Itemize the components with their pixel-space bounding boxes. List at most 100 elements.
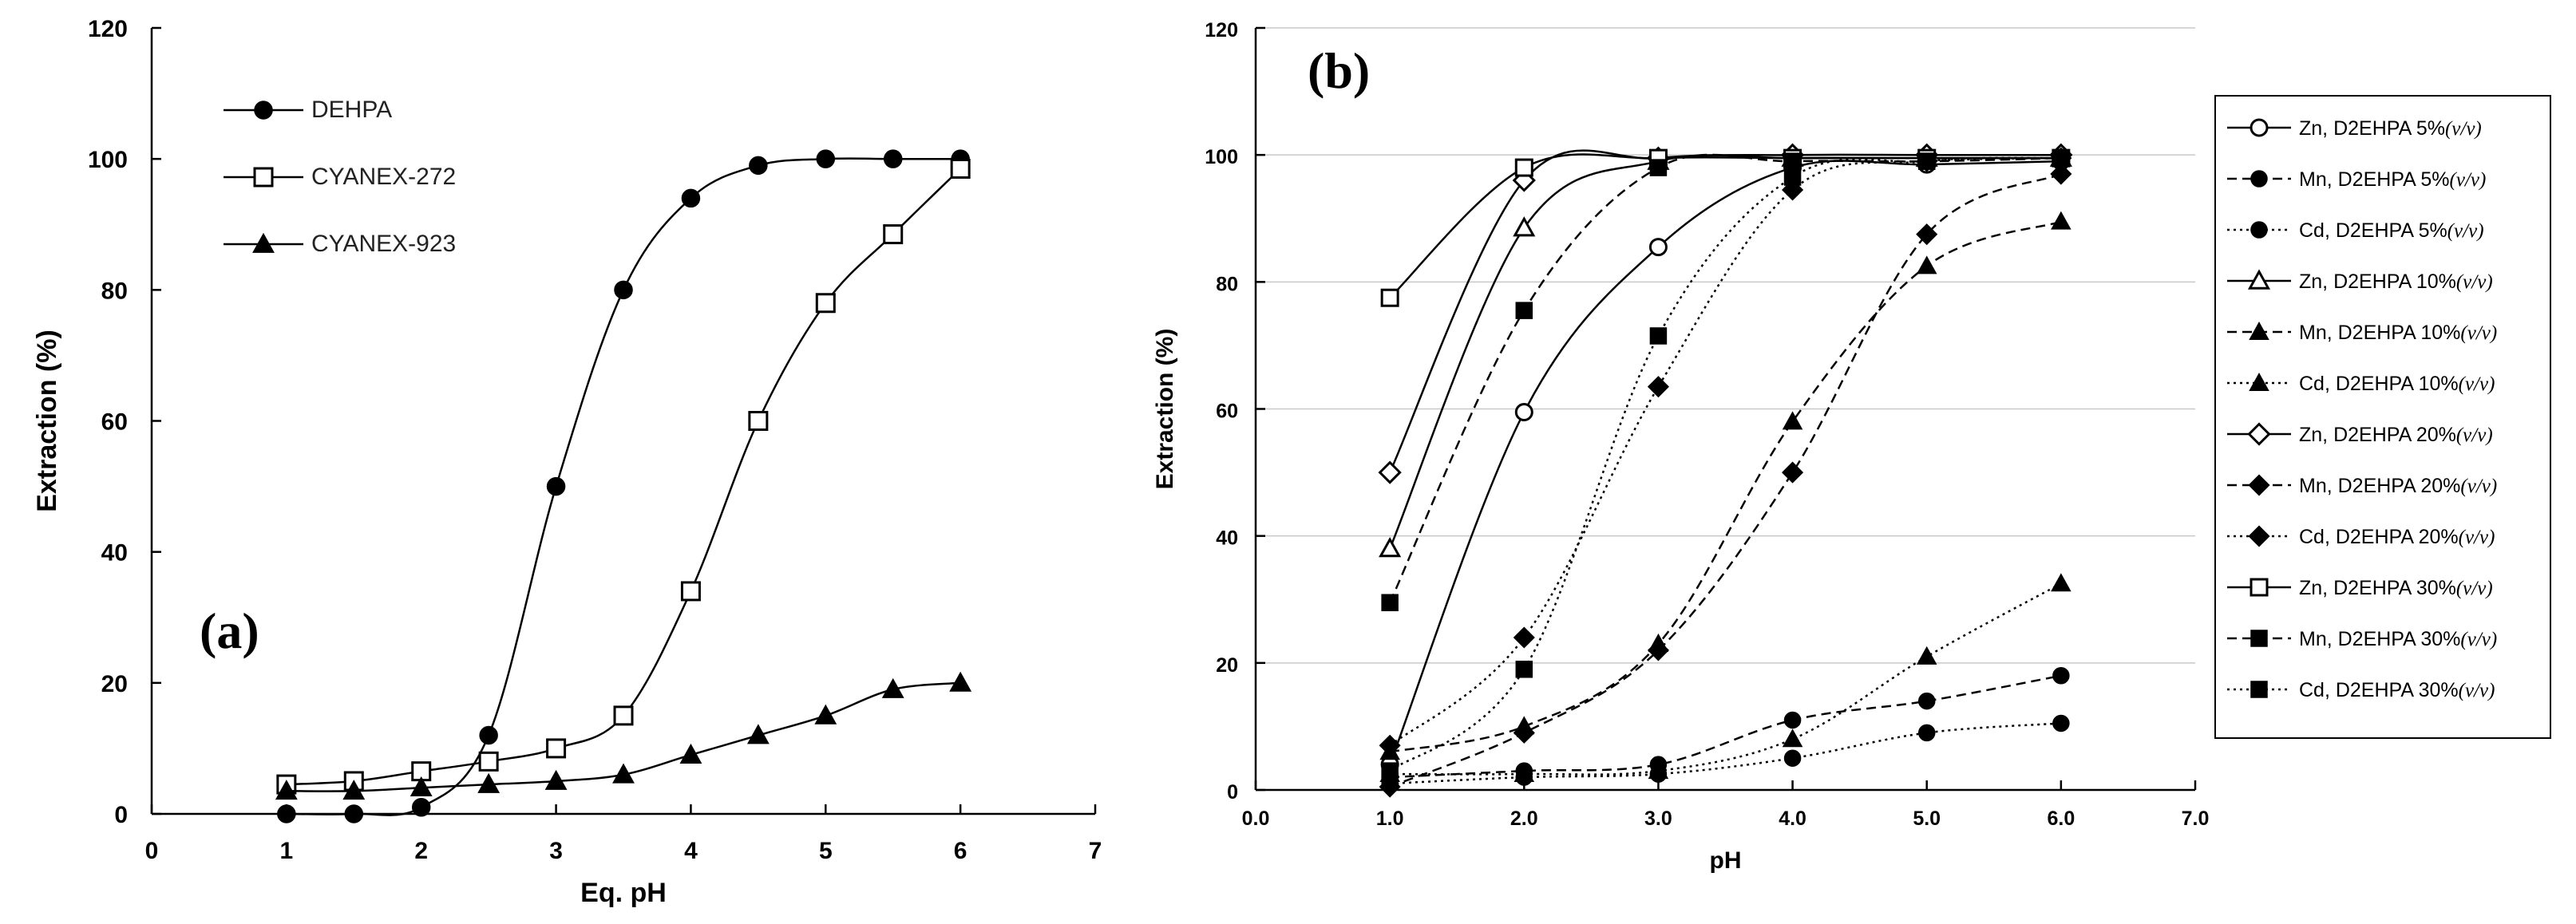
data-point xyxy=(1649,159,1668,176)
data-point xyxy=(883,149,903,168)
legend-item-cyanex-272: CYANEX-272 xyxy=(224,164,456,190)
legend-marker xyxy=(2250,578,2269,597)
data-point xyxy=(614,280,633,300)
series-line xyxy=(1389,153,2061,299)
y-tick-label: 20 xyxy=(1216,654,1238,677)
legend-label: Mn, D2EHPA 10%(v/v) xyxy=(2299,322,2497,344)
legend-item-cd-d2ehpa-10: Cd, D2EHPA 10%(v/v) xyxy=(2227,372,2495,395)
data-point xyxy=(1647,639,1669,661)
legend-marker xyxy=(2250,221,2268,239)
legend-marker xyxy=(2250,630,2268,647)
series-mn-d2ehpa-5 xyxy=(1381,667,2070,786)
data-point xyxy=(546,738,567,759)
y-tick-label: 40 xyxy=(101,540,128,567)
legend-label: Zn, D2EHPA 20%(v/v) xyxy=(2299,424,2493,446)
legend-label: CYANEX-272 xyxy=(311,164,456,190)
data-point xyxy=(2051,211,2071,230)
series-mn-d2ehpa-20 xyxy=(1379,163,2072,798)
data-point xyxy=(1916,255,1937,274)
legend-label: Mn, D2EHPA 20%(v/v) xyxy=(2299,475,2497,497)
series-line xyxy=(1390,582,2062,776)
y-tick-label: 0 xyxy=(114,802,128,828)
data-point xyxy=(1513,216,1536,237)
data-point xyxy=(1381,762,1399,780)
data-point xyxy=(681,188,701,208)
series-cd-d2ehpa-10 xyxy=(1379,573,2071,783)
data-point xyxy=(1782,411,1803,430)
legend-label: Cd, D2EHPA 5%(v/v) xyxy=(2299,219,2484,242)
series-mn-d2ehpa-10 xyxy=(1379,211,2071,760)
data-point xyxy=(1649,327,1668,345)
data-point xyxy=(410,776,433,797)
data-point xyxy=(344,804,364,823)
data-point xyxy=(1917,692,1936,710)
legend-marker xyxy=(2250,681,2268,698)
data-point xyxy=(2052,714,2070,732)
data-point xyxy=(1381,594,1399,611)
x-tick-label: 2 xyxy=(414,838,428,864)
data-point xyxy=(1378,460,1402,484)
legend-item-cd-d2ehpa-5: Cd, D2EHPA 5%(v/v) xyxy=(2227,219,2484,242)
y-tick-label: 0 xyxy=(1227,781,1238,804)
data-point xyxy=(2052,667,2070,685)
series-cd-d2ehpa-30 xyxy=(1381,149,2070,780)
series-mn-d2ehpa-30 xyxy=(1381,149,2070,611)
series-line xyxy=(286,168,961,786)
legend-marker xyxy=(2247,269,2271,290)
x-tick-label: 3 xyxy=(549,838,563,864)
data-point xyxy=(883,224,904,245)
series-line xyxy=(1390,674,2062,779)
data-point xyxy=(1917,152,1936,170)
data-point xyxy=(1514,158,1533,177)
y-tick-label: 60 xyxy=(101,409,128,436)
x-tick-label: 1 xyxy=(280,838,294,864)
legend-marker xyxy=(254,101,273,120)
data-point xyxy=(546,476,566,496)
legend-item-zn-d2ehpa-10: Zn, D2EHPA 10%(v/v) xyxy=(2227,269,2493,293)
data-point xyxy=(544,769,568,790)
legend-marker xyxy=(2250,170,2268,188)
legend: Zn, D2EHPA 5%(v/v) Mn, D2EHPA 5%(v/v) Cd, … xyxy=(2214,95,2551,739)
legend-label: Zn, D2EHPA 30%(v/v) xyxy=(2299,577,2493,599)
legend-label: Cd, D2EHPA 30%(v/v) xyxy=(2299,679,2495,701)
data-point xyxy=(1917,724,1936,742)
x-tick-label: 5.0 xyxy=(1913,808,1941,830)
data-point xyxy=(1513,721,1535,744)
data-point xyxy=(949,671,972,692)
data-point xyxy=(1379,536,1402,558)
x-tick-label: 6.0 xyxy=(2047,808,2075,830)
data-point xyxy=(881,677,904,698)
data-point xyxy=(1647,376,1669,398)
legend-marker xyxy=(253,167,274,188)
data-point xyxy=(1380,288,1399,307)
panel-label: (b) xyxy=(1308,42,1370,99)
data-point xyxy=(679,743,702,764)
data-point xyxy=(749,156,768,176)
legend-item-mn-d2ehpa-5: Mn, D2EHPA 5%(v/v) xyxy=(2227,168,2486,191)
data-point xyxy=(342,780,366,800)
series-line xyxy=(1389,156,2061,747)
data-point xyxy=(1515,661,1533,678)
legend-label: Zn, D2EHPA 10%(v/v) xyxy=(2299,270,2493,293)
data-point xyxy=(1783,168,1802,186)
data-point xyxy=(479,725,498,745)
data-point xyxy=(613,705,634,726)
x-tick-label: 7.0 xyxy=(2182,808,2210,830)
y-tick-label: 80 xyxy=(101,278,128,304)
y-tick-label: 20 xyxy=(101,671,128,697)
panel-label: (a) xyxy=(200,602,259,659)
series-cyanex-923 xyxy=(275,671,972,800)
data-point xyxy=(2052,149,2070,167)
series-line xyxy=(1388,149,2061,473)
x-tick-label: 4.0 xyxy=(1779,808,1806,830)
y-axis-label: Extraction (%) xyxy=(32,330,62,512)
x-tick-label: 4 xyxy=(684,838,698,864)
data-point xyxy=(746,724,770,744)
x-tick-label: 7 xyxy=(1089,838,1102,864)
y-tick-label: 120 xyxy=(88,16,128,42)
legend-item-mn-d2ehpa-20: Mn, D2EHPA 20%(v/v) xyxy=(2227,474,2497,497)
series-zn-d2ehpa-10 xyxy=(1379,146,2072,558)
data-point xyxy=(612,763,635,784)
series-zn-d2ehpa-20 xyxy=(1378,143,2073,484)
